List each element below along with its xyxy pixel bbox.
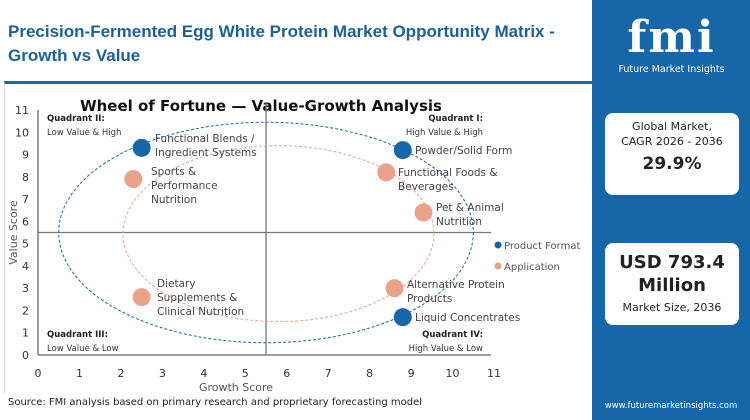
- y-tick-label: 6: [22, 215, 29, 228]
- quadrant-desc: High Value & High: [406, 128, 483, 138]
- legend-label: Application: [504, 262, 560, 273]
- quadrant-desc: Low Value & Low: [47, 344, 119, 354]
- x-tick-label: 4: [200, 367, 207, 380]
- logo-subtitle: Future Market Insights: [618, 64, 725, 75]
- scatter-chart: Wheel of Fortune — Value-Growth Analysis…: [7, 97, 580, 394]
- source-note: Source: FMI analysis based on primary re…: [8, 397, 423, 408]
- y-tick-label: 7: [22, 193, 29, 206]
- application-orbit: [122, 145, 435, 323]
- y-tick-label: 3: [22, 282, 29, 295]
- point-label: Beverages: [398, 181, 454, 193]
- data-point: [385, 279, 404, 298]
- point-label: Nutrition: [151, 194, 197, 206]
- data-point: [124, 170, 143, 189]
- y-axis-label: Value Score: [7, 200, 20, 265]
- chart-panel: Wheel of Fortune — Value-Growth Analysis…: [4, 81, 592, 394]
- point-label: Powder/Solid Form: [415, 145, 512, 157]
- y-tick-label: 10: [15, 126, 29, 139]
- y-tick-label: 5: [22, 238, 29, 251]
- fmi-logo: fmi Future Market Insights: [614, 12, 729, 75]
- x-tick-label: 2: [117, 367, 124, 380]
- data-point: [132, 288, 151, 307]
- cagr-label: Global Market,: [632, 120, 712, 133]
- quadrant-desc: High Value & Low: [409, 344, 483, 354]
- product-format-orbit: [58, 121, 474, 344]
- y-tick-label: 9: [22, 149, 29, 162]
- chart-title: Wheel of Fortune — Value-Growth Analysis: [80, 97, 442, 115]
- market-size-unit: Million: [638, 275, 706, 296]
- data-point: [132, 138, 151, 157]
- data-point: [393, 141, 412, 160]
- legend-label: Product Format: [504, 241, 580, 252]
- legend-marker: [494, 262, 502, 270]
- x-tick-label: 7: [325, 367, 332, 380]
- y-tick-label: 8: [22, 171, 29, 184]
- x-tick-label: 6: [283, 367, 290, 380]
- quadrant-name: Quadrant II:: [47, 114, 105, 124]
- sidebar: fmi Future Market Insights Global Market…: [592, 0, 750, 420]
- x-tick-label: 1: [76, 367, 83, 380]
- legend-marker: [494, 241, 502, 249]
- data-point: [393, 308, 412, 327]
- point-label: Products: [407, 293, 452, 305]
- point-label: Functional Blends /: [155, 133, 255, 145]
- point-label: Dietary: [157, 278, 196, 290]
- point-label: Sports &: [151, 166, 196, 178]
- point-label: Ingredient Systems: [155, 147, 257, 159]
- point-label: Functional Foods &: [398, 167, 498, 179]
- quadrant-desc: Low Value & High: [47, 128, 121, 138]
- point-label: Performance: [151, 180, 218, 192]
- x-tick-label: 10: [446, 367, 460, 380]
- x-tick-label: 5: [242, 367, 249, 380]
- market-size-value: USD 793.4: [619, 252, 725, 273]
- x-tick-label: 0: [35, 367, 42, 380]
- market-size-card: USD 793.4 Million Market Size, 2036: [605, 243, 739, 325]
- y-tick-label: 11: [15, 104, 29, 117]
- quadrant-name: Quadrant III:: [47, 330, 108, 340]
- point-label: Pet & Animal: [436, 202, 504, 214]
- x-tick-label: 8: [366, 367, 373, 380]
- x-tick-label: 9: [408, 367, 415, 380]
- point-label: Supplements &: [157, 292, 237, 304]
- y-tick-label: 4: [22, 260, 29, 273]
- data-point: [377, 163, 396, 182]
- quadrant-name: Quadrant I:: [428, 114, 483, 124]
- cagr-card: Global Market, CAGR 2026 - 2036 29.9%: [605, 113, 739, 195]
- x-tick-label: 3: [159, 367, 166, 380]
- cagr-period: CAGR 2026 - 2036: [621, 135, 723, 148]
- x-tick-label: 11: [487, 367, 501, 380]
- y-tick-label: 2: [22, 304, 29, 317]
- point-label: Liquid Concentrates: [415, 312, 520, 324]
- point-label: Clinical Nutrition: [157, 306, 244, 318]
- data-point: [414, 203, 433, 222]
- y-tick-label: 1: [22, 327, 29, 340]
- page-title: Precision-Fermented Egg White Protein Ma…: [8, 22, 555, 65]
- logo-text: fmi: [627, 12, 716, 63]
- point-label: Nutrition: [436, 216, 482, 228]
- point-label: Alternative Protein: [407, 279, 505, 291]
- cagr-value: 29.9%: [642, 154, 702, 174]
- quadrant-name: Quadrant IV:: [422, 330, 483, 340]
- website-url[interactable]: www.futuremarketinsights.com: [604, 401, 738, 411]
- x-axis-label: Growth Score: [199, 381, 273, 394]
- market-size-label: Market Size, 2036: [622, 301, 722, 314]
- y-tick-label: 0: [22, 349, 29, 362]
